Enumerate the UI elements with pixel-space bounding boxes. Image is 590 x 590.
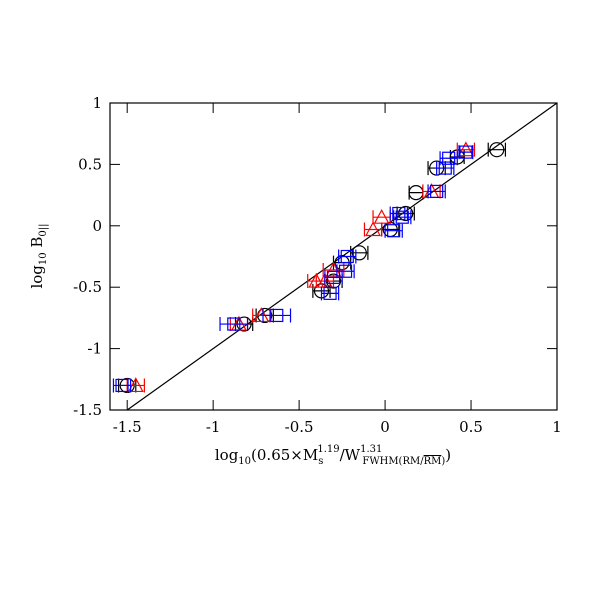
error-bar xyxy=(363,222,383,237)
x-label-part: ) xyxy=(445,446,451,464)
x-tick-label: 1 xyxy=(552,418,562,436)
y-label-part: log xyxy=(28,265,46,289)
x-tick-label: -0.5 xyxy=(285,418,314,436)
x-tick-label: -1.5 xyxy=(113,418,142,436)
x-label-part: FWHM(RM/ xyxy=(362,456,424,467)
point xyxy=(270,308,284,323)
point xyxy=(340,249,354,264)
y-tick-label: -1.5 xyxy=(73,401,102,419)
error-bar xyxy=(458,145,474,160)
y-label-part: B xyxy=(28,237,46,253)
error-bar xyxy=(262,308,292,323)
point xyxy=(442,151,456,165)
y-axis-label: log10 B0|| xyxy=(28,223,49,288)
x-label-part: 1.19 xyxy=(317,444,339,455)
error-bar xyxy=(487,142,507,157)
y-label-part: 0|| xyxy=(38,223,49,236)
y-tick-label: -1 xyxy=(87,340,102,358)
x-label-part: RM xyxy=(424,456,442,467)
x-label-part: 1.31 xyxy=(360,444,382,455)
x-label-part: log xyxy=(215,446,239,464)
x-tick-label: -1 xyxy=(206,418,221,436)
point xyxy=(326,270,341,284)
x-tick-label: 0.5 xyxy=(459,418,483,436)
point xyxy=(457,141,474,157)
point xyxy=(227,317,241,331)
point xyxy=(127,377,144,393)
point xyxy=(395,210,409,224)
x-label-part: 10 xyxy=(238,456,251,467)
x-tick-label: 0 xyxy=(380,418,390,436)
point xyxy=(392,206,406,221)
point xyxy=(308,272,325,288)
point xyxy=(387,224,401,238)
point xyxy=(430,184,444,199)
point xyxy=(438,161,452,175)
point xyxy=(489,142,505,158)
error-bar xyxy=(219,317,249,332)
x-label-part: (0.65×M xyxy=(251,446,318,464)
x-label-part: ) xyxy=(441,456,445,467)
point xyxy=(365,221,382,237)
y-tick-label: 1 xyxy=(92,94,102,112)
point xyxy=(351,245,367,261)
point xyxy=(323,286,337,300)
y-label-part: 10 xyxy=(38,252,49,265)
point xyxy=(373,208,390,224)
y-tick-label: 0 xyxy=(92,217,102,235)
y-tick-label: -0.5 xyxy=(73,278,102,296)
point xyxy=(459,145,473,159)
point xyxy=(115,378,129,393)
x-label-part: /W xyxy=(340,446,361,464)
y-tick-label: 0.5 xyxy=(78,155,102,173)
x-label-part: s xyxy=(318,456,323,467)
plot-frame xyxy=(109,102,558,411)
x-axis-label: log10(0.65×Ms1.19/W1.31 FWHM(RM/RM)) xyxy=(215,444,451,467)
